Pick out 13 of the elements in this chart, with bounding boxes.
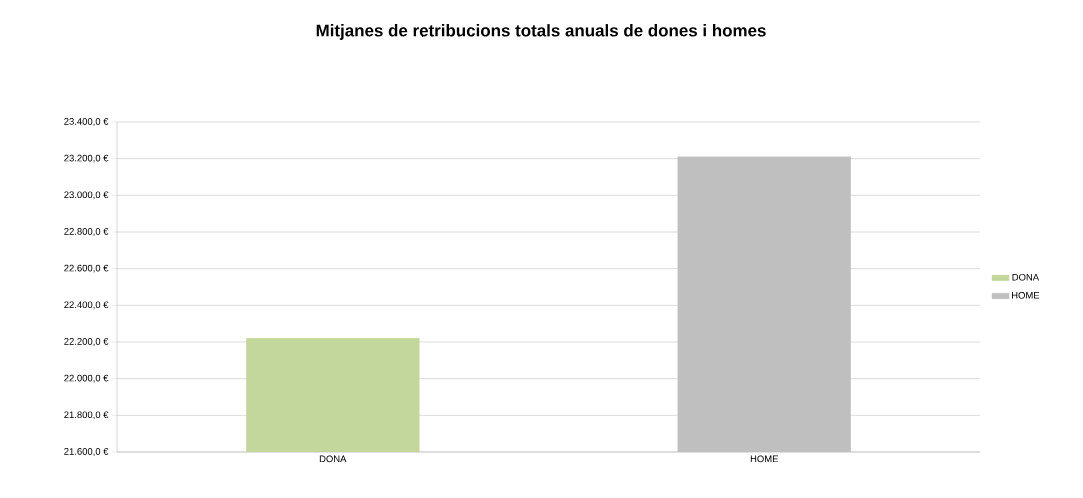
legend-label: DONA [1012,273,1040,281]
y-tick-label: 21.800,0 € [64,411,109,420]
y-tick-label: 21.600,0 € [64,448,109,456]
y-tick-label: 23.200,0 € [64,154,109,163]
y-tick-label: 23.400,0 € [64,118,109,126]
y-tick-label: 22.600,0 € [64,264,109,273]
y-tick-label: 22.400,0 € [64,301,109,310]
y-tick-label: 22.800,0 € [64,228,109,236]
y-tick-label: 22.000,0 € [64,374,109,383]
chart-title: Mitjanes de retribucions totals anuals de dones i homes [316,24,766,40]
legend-label: HOME [1012,291,1040,299]
y-tick-label: 23.000,0 € [64,191,109,200]
y-tick-label: 22.200,0 € [64,338,109,346]
